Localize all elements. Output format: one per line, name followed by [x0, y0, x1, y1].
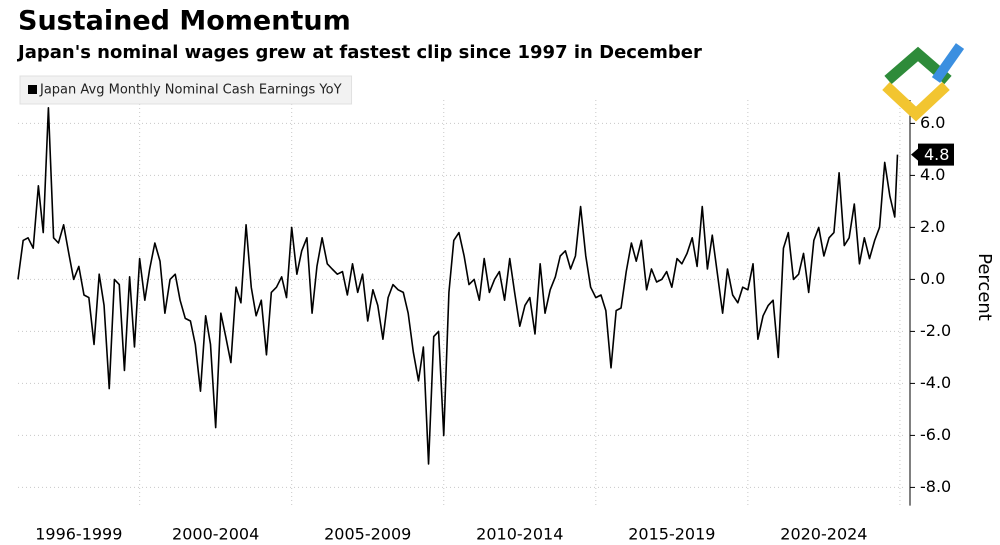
x-tick-label: 2005-2009	[324, 525, 411, 544]
y-axis-label: Percent	[974, 253, 995, 321]
logo-yellow	[882, 81, 950, 122]
last-value-badge	[918, 143, 954, 166]
y-tick-label: 2.0	[920, 217, 945, 236]
x-tick-label: 2000-2004	[172, 525, 259, 544]
logo-blue	[931, 43, 965, 83]
y-tick-label: 6.0	[920, 113, 945, 132]
y-tick-label: -6.0	[920, 425, 951, 444]
logo	[882, 43, 965, 122]
plot-area: -8.0 -6.0 -4.0 -2.0 0.0 2.0 4.0 6.0 1996-1999 200…	[17, 75, 954, 544]
y-tick-label: -4.0	[920, 373, 951, 392]
legend-swatch	[28, 85, 37, 94]
x-tick-label: 2010-2014	[476, 525, 563, 544]
data-line	[17, 107, 899, 465]
y-tick-label: 0.0	[920, 269, 945, 288]
x-tick-label: 1996-1999	[35, 525, 122, 544]
legend: Japan Avg Monthly Nominal Cash Earnings …	[19, 75, 353, 105]
y-tick-label: -8.0	[920, 477, 951, 496]
y-tick-label: 4.0	[920, 165, 945, 184]
last-value-pointer	[911, 148, 918, 161]
last-value-label: 4.8	[924, 145, 949, 164]
chart-title: Sustained Momentum	[18, 6, 351, 37]
x-tick-label: 2020-2024	[780, 525, 867, 544]
y-tick-label: -2.0	[920, 321, 951, 340]
x-tick-label: 2015-2019	[628, 525, 715, 544]
legend-box	[19, 75, 353, 105]
legend-label: Japan Avg Monthly Nominal Cash Earnings …	[39, 83, 342, 98]
chart-subtitle: Japan's nominal wages grew at fastest cl…	[16, 42, 702, 63]
